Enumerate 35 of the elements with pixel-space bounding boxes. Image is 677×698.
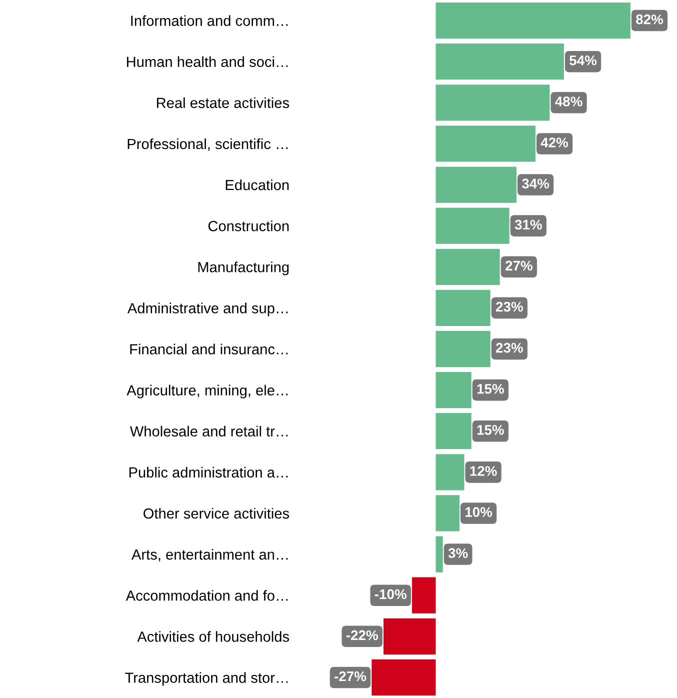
y-tick-label: Wholesale and retail tr…	[130, 426, 288, 437]
data-label: 3%	[448, 548, 468, 558]
data-label: 42%	[540, 138, 568, 148]
bar	[436, 536, 443, 572]
y-tick-label: Financial and insuranc…	[130, 344, 288, 354]
y-tick-label: Administrative and sup…	[127, 302, 288, 316]
data-label: -27%	[334, 671, 366, 682]
y-tick-label: Other service activities	[144, 508, 290, 519]
data-label: 34%	[522, 178, 550, 189]
y-tick-label: Education	[226, 179, 289, 190]
y-tick-label: Arts, entertainment an…	[132, 549, 288, 562]
data-label: 54%	[570, 56, 597, 66]
data-label: 15%	[477, 384, 504, 394]
data-label: 82%	[636, 14, 664, 24]
y-tick-label: Construction	[208, 220, 289, 232]
y-tick-label: Activities of households	[137, 631, 290, 642]
data-label: 27%	[505, 260, 532, 271]
data-label: 48%	[555, 96, 582, 106]
data-label: 23%	[496, 342, 523, 353]
y-tick-label: Accommodation and fo…	[126, 590, 288, 601]
data-label: 12%	[470, 466, 497, 476]
data-label: 10%	[466, 507, 492, 517]
data-label: 31%	[514, 220, 542, 230]
y-tick-label: Real estate activities	[157, 97, 290, 108]
data-label: -22%	[346, 630, 378, 640]
data-label: -10%	[374, 589, 406, 600]
y-tick-label: Professional, scientific …	[128, 138, 288, 151]
y-tick-label: Information and comm…	[131, 15, 288, 26]
y-tick-label: Transportation and stor…	[125, 672, 288, 686]
y-tick-label: Manufacturing	[198, 262, 289, 276]
y-tick-label: Agriculture, mining, ele…	[126, 384, 288, 398]
data-label: 15%	[477, 425, 504, 435]
data-label: 23%	[496, 302, 523, 312]
y-tick-label: Public administration a…	[129, 466, 288, 478]
y-tick-label: Human health and soci…	[127, 56, 288, 68]
